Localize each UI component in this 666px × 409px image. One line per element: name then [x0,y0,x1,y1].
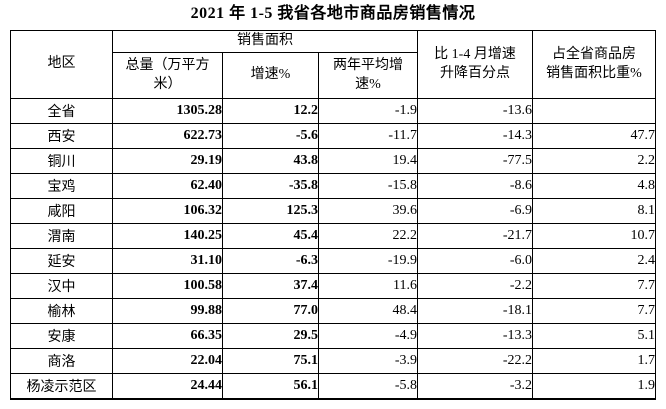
table-row: 咸阳 106.32 125.3 39.6 -6.9 8.1 [10,198,656,224]
vs-jan-apr-cell: -2.2 [417,273,533,299]
two-year-avg-cell: -15.8 [318,173,418,199]
header-row-1: 地区 销售面积 比 1-4 月增速 升降百分点 占全省商品房 销售面积比重% [10,30,656,99]
growth-cell: 29.5 [222,323,319,349]
vs-jan-apr-cell: -14.3 [417,123,533,149]
share-cell: 2.2 [532,148,656,174]
table-row: 西安 622.73 -5.6 -11.7 -14.3 47.7 [10,123,656,149]
growth-cell: 77.0 [222,298,319,324]
growth-cell: 12.2 [222,98,319,124]
total-cell: 22.04 [112,348,223,374]
vs-jan-apr-cell: -13.3 [417,323,533,349]
share-cell: 8.1 [532,198,656,224]
vs-jan-apr-cell: -6.0 [417,248,533,274]
growth-cell: -35.8 [222,173,319,199]
two-year-avg-cell: -19.9 [318,248,418,274]
share-cell: 1.7 [532,348,656,374]
share-cell: 47.7 [532,123,656,149]
two-year-avg-cell: 22.2 [318,223,418,249]
header-two-year-avg: 两年平均增 速% [318,52,418,99]
header-total: 总量（万平方 米） [112,52,223,99]
vs-jan-apr-cell: -22.2 [417,348,533,374]
total-cell: 29.19 [112,148,223,174]
growth-cell: -5.6 [222,123,319,149]
total-cell: 31.10 [112,248,223,274]
total-cell: 66.35 [112,323,223,349]
header-region: 地区 [10,30,113,99]
region-cell: 延安 [10,248,113,274]
table-row: 全省 1305.28 12.2 -1.9 -13.6 [10,98,656,124]
two-year-avg-cell: 11.6 [318,273,418,299]
two-year-avg-cell: -5.8 [318,373,418,399]
total-cell: 622.73 [112,123,223,149]
two-year-avg-cell: 39.6 [318,198,418,224]
share-cell: 4.8 [532,173,656,199]
two-year-avg-cell: 19.4 [318,148,418,174]
table-row: 延安 31.10 -6.3 -19.9 -6.0 2.4 [10,248,656,274]
vs-jan-apr-cell: -18.1 [417,298,533,324]
region-cell: 西安 [10,123,113,149]
vs-jan-apr-cell: -77.5 [417,148,533,174]
table-row: 安康 66.35 29.5 -4.9 -13.3 5.1 [10,323,656,349]
region-cell: 商洛 [10,348,113,374]
share-cell: 5.1 [532,323,656,349]
share-cell: 1.9 [532,373,656,399]
vs-jan-apr-cell: -6.9 [417,198,533,224]
two-year-avg-cell: -3.9 [318,348,418,374]
region-cell: 全省 [10,98,113,124]
growth-cell: 45.4 [222,223,319,249]
region-cell: 杨凌示范区 [10,373,113,399]
vs-jan-apr-cell: -3.2 [417,373,533,399]
table-row: 汉中 100.58 37.4 11.6 -2.2 7.7 [10,273,656,299]
vs-jan-apr-cell: -21.7 [417,223,533,249]
share-cell: 2.4 [532,248,656,274]
region-cell: 咸阳 [10,198,113,224]
two-year-avg-cell: -1.9 [318,98,418,124]
header-province-share: 占全省商品房 销售面积比重% [532,30,656,99]
growth-cell: 125.3 [222,198,319,224]
total-cell: 100.58 [112,273,223,299]
page-title: 2021 年 1-5 我省各地市商品房销售情况 [190,5,476,22]
total-cell: 140.25 [112,223,223,249]
table-row: 铜川 29.19 43.8 19.4 -77.5 2.2 [10,148,656,174]
region-cell: 安康 [10,323,113,349]
sales-table: 地区 销售面积 比 1-4 月增速 升降百分点 占全省商品房 销售面积比重% 总… [10,30,656,400]
share-cell [532,98,656,124]
two-year-avg-cell: 48.4 [318,298,418,324]
total-cell: 106.32 [112,198,223,224]
region-cell: 汉中 [10,273,113,299]
table-row: 渭南 140.25 45.4 22.2 -21.7 10.7 [10,223,656,249]
share-cell: 7.7 [532,298,656,324]
vs-jan-apr-cell: -13.6 [417,98,533,124]
header-sales-area-group: 销售面积 [112,30,418,53]
total-cell: 24.44 [112,373,223,399]
share-cell: 10.7 [532,223,656,249]
growth-cell: 43.8 [222,148,319,174]
growth-cell: 37.4 [222,273,319,299]
share-cell: 7.7 [532,273,656,299]
header-vs-jan-apr: 比 1-4 月增速 升降百分点 [417,30,533,99]
table-row: 商洛 22.04 75.1 -3.9 -22.2 1.7 [10,348,656,374]
table-row: 杨凌示范区 24.44 56.1 -5.8 -3.2 1.9 [10,373,656,399]
header-row-2: 总量（万平方 米） 增速% 两年平均增 速% [11,52,656,99]
total-cell: 99.88 [112,298,223,324]
two-year-avg-cell: -11.7 [318,123,418,149]
table-row: 榆林 99.88 77.0 48.4 -18.1 7.7 [10,298,656,324]
header-growth: 增速% [222,52,319,99]
total-cell: 62.40 [112,173,223,199]
region-cell: 渭南 [10,223,113,249]
total-cell: 1305.28 [112,98,223,124]
growth-cell: 75.1 [222,348,319,374]
two-year-avg-cell: -4.9 [318,323,418,349]
region-cell: 宝鸡 [10,173,113,199]
growth-cell: -6.3 [222,248,319,274]
region-cell: 榆林 [10,298,113,324]
table-row: 宝鸡 62.40 -35.8 -15.8 -8.6 4.8 [10,173,656,199]
vs-jan-apr-cell: -8.6 [417,173,533,199]
growth-cell: 56.1 [222,373,319,399]
region-cell: 铜川 [10,148,113,174]
